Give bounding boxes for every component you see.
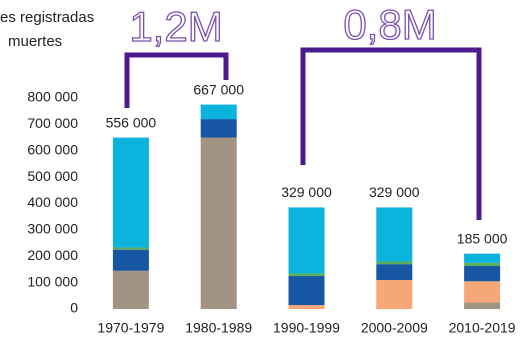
bar-label: 667 000 (193, 81, 244, 97)
bar-segment (288, 207, 325, 274)
y-tick-label: 300 000 (27, 221, 78, 237)
bar-segment (112, 270, 149, 309)
bar-segment (464, 253, 501, 263)
bar-segment (464, 302, 501, 309)
y-axis-label: muertes (8, 33, 62, 50)
bar-label: 556 000 (106, 114, 157, 130)
bar-label: 329 000 (369, 184, 420, 200)
bar-label: 329 000 (281, 184, 332, 200)
bar-segment (376, 207, 413, 262)
bar-segment (288, 273, 325, 277)
bar-segment (288, 276, 325, 306)
y-tick-label: 600 000 (27, 141, 78, 157)
bar-segment (464, 262, 501, 267)
bracket (300, 47, 482, 220)
y-tick-label: 100 000 (27, 273, 78, 289)
x-tick-label: 2000-2009 (361, 320, 428, 336)
y-tick-label: 500 000 (27, 168, 78, 184)
annotation: 1,2M (129, 3, 222, 50)
y-axis-label: es registradas (0, 9, 94, 26)
bar-label: 185 000 (457, 230, 508, 246)
annotation: 0,8M (343, 1, 436, 48)
y-tick-label: 0 (70, 300, 78, 316)
bar-segment (376, 261, 413, 265)
bar-segment (112, 247, 149, 250)
x-tick-label: 1990-1999 (273, 320, 340, 336)
bar-segment (200, 137, 237, 309)
bar-segment (288, 305, 325, 309)
y-tick-label: 800 000 (27, 89, 78, 105)
bar-segment (112, 137, 149, 248)
y-tick-label: 700 000 (27, 115, 78, 131)
y-tick-label: 400 000 (27, 194, 78, 210)
x-tick-label: 2010-2019 (449, 320, 516, 336)
bar-segment (376, 279, 413, 309)
bracket (124, 52, 229, 108)
bar-segment (376, 264, 413, 280)
bar-segment (112, 249, 149, 271)
bar-segment (200, 104, 237, 120)
x-tick-label: 1970-1979 (97, 320, 164, 336)
bar-segment (464, 281, 501, 303)
y-tick-label: 200 000 (27, 247, 78, 263)
bar-segment (464, 266, 501, 282)
bar-segment (200, 119, 237, 138)
x-tick-label: 1980-1989 (185, 320, 252, 336)
